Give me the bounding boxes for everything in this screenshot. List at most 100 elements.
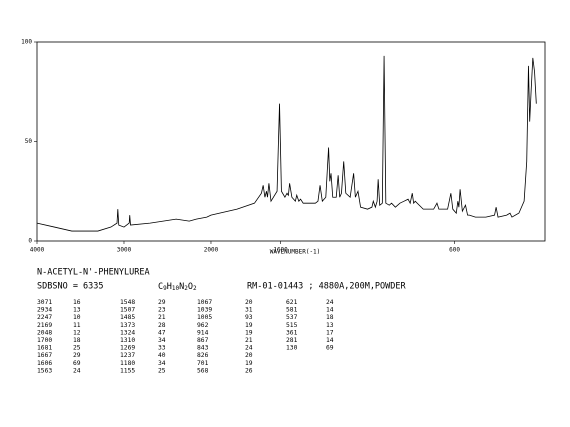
peak-wavenumber: 1324 (120, 329, 135, 336)
peak-intensity: 28 (158, 322, 166, 329)
peak-intensity: 33 (158, 345, 166, 352)
peak-intensity: 12 (73, 329, 81, 336)
peak-intensity: 16 (73, 299, 81, 306)
peak-intensity: 29 (158, 299, 166, 306)
peak-intensity: 11 (73, 322, 81, 329)
peak-wavenumber: 1681 (37, 345, 52, 352)
peak-intensity: 25 (158, 367, 166, 374)
peak-wavenumber: 1563 (37, 367, 52, 374)
peak-wavenumber: 1237 (120, 352, 135, 359)
count: 2 (193, 285, 197, 292)
peak-intensity: 10 (73, 314, 81, 321)
x-tick-label: 2000 (204, 247, 219, 254)
peak-wavenumber: 1507 (120, 307, 135, 314)
peak-wavenumber: 1548 (120, 299, 135, 306)
element: O (188, 282, 193, 292)
peak-intensity: 24 (73, 367, 81, 374)
peak-intensity: 34 (158, 337, 166, 344)
formula: C9​H10​N2​O2​ (158, 282, 197, 292)
peak-intensity: 40 (158, 352, 166, 359)
spectrum-line (36, 55, 537, 232)
peak-intensity: 29 (73, 352, 81, 359)
peak-wavenumber: 1485 (120, 314, 135, 321)
peak-wavenumber: 2048 (37, 329, 52, 336)
peak-intensity: 19 (245, 329, 253, 336)
plot-frame (36, 41, 546, 242)
y-tick-label: 100 (21, 39, 32, 46)
peak-wavenumber: 1155 (120, 367, 135, 374)
peak-intensity: 31 (245, 307, 253, 314)
peak-wavenumber: 1606 (37, 360, 52, 367)
peak-intensity: 93 (245, 314, 253, 321)
peak-wavenumber: 1700 (37, 337, 52, 344)
peak-intensity: 20 (245, 352, 253, 359)
peak-intensity: 24 (326, 299, 334, 306)
peak-intensity: 13 (73, 307, 81, 314)
peak-wavenumber: 581 (286, 307, 298, 314)
peak-intensity: 20 (245, 299, 253, 306)
peak-wavenumber: 3071 (37, 299, 52, 306)
peak-wavenumber: 2247 (37, 314, 52, 321)
peak-intensity: 13 (326, 322, 334, 329)
sdbs-number: SDBSNO = 6335 (37, 282, 104, 292)
peak-wavenumber: 281 (286, 337, 298, 344)
conditions: RM-01-01443 ; 4880A,200M,POWDER (247, 282, 407, 292)
peak-intensity: 18 (73, 337, 81, 344)
peak-wavenumber: 537 (286, 314, 298, 321)
peak-wavenumber: 1310 (120, 337, 135, 344)
peak-intensity: 18 (326, 314, 334, 321)
element: H (167, 282, 172, 292)
peak-intensity: 19 (245, 360, 253, 367)
peak-intensity: 34 (158, 360, 166, 367)
x-tick-label: 3000 (117, 247, 132, 254)
peak-wavenumber: 826 (197, 352, 209, 359)
peak-intensity: 69 (73, 360, 81, 367)
peak-intensity: 23 (158, 307, 166, 314)
x-axis-label: WAVENUMBER(-1) (270, 249, 321, 256)
count: 9 (163, 285, 167, 292)
x-tick-label: 600 (449, 247, 460, 254)
x-tick-label: 1600 (273, 247, 288, 254)
x-tick-label: 4000 (30, 247, 45, 254)
element: N (179, 282, 184, 292)
peak-intensity: 14 (326, 307, 334, 314)
peak-intensity: 14 (326, 337, 334, 344)
peak-intensity: 19 (245, 322, 253, 329)
peak-wavenumber: 2934 (37, 307, 52, 314)
peak-wavenumber: 1067 (197, 299, 212, 306)
formula-text: C9​H10​N2​O2​ (158, 282, 197, 292)
peak-intensity: 47 (158, 329, 166, 336)
peak-wavenumber: 568 (197, 367, 209, 374)
peak-wavenumber: 867 (197, 337, 209, 344)
y-tick-label: 0 (28, 238, 32, 245)
peak-intensity: 24 (245, 345, 253, 352)
peak-wavenumber: 1373 (120, 322, 135, 329)
count: 2 (184, 285, 188, 292)
peak-intensity: 21 (158, 314, 166, 321)
peak-intensity: 26 (245, 367, 253, 374)
peak-wavenumber: 962 (197, 322, 209, 329)
peak-wavenumber: 361 (286, 329, 298, 336)
peak-wavenumber: 1667 (37, 352, 52, 359)
peak-wavenumber: 701 (197, 360, 209, 367)
peak-intensity: 69 (326, 345, 334, 352)
peak-wavenumber: 621 (286, 299, 298, 306)
peak-wavenumber: 515 (286, 322, 298, 329)
count: 10 (172, 285, 180, 292)
peak-wavenumber: 2169 (37, 322, 52, 329)
peak-wavenumber: 1005 (197, 314, 212, 321)
peak-wavenumber: 1039 (197, 307, 212, 314)
element: C (158, 282, 163, 292)
peak-wavenumber: 130 (286, 345, 298, 352)
y-tick-label: 50 (25, 138, 33, 145)
compound-name: N-ACETYL-N'-PHENYLUREA (37, 268, 150, 278)
peak-intensity: 17 (326, 329, 334, 336)
peak-wavenumber: 1269 (120, 345, 135, 352)
peak-intensity: 21 (245, 337, 253, 344)
peak-wavenumber: 914 (197, 329, 209, 336)
peak-intensity: 25 (73, 345, 81, 352)
peak-wavenumber: 843 (197, 345, 209, 352)
peak-wavenumber: 1180 (120, 360, 135, 367)
